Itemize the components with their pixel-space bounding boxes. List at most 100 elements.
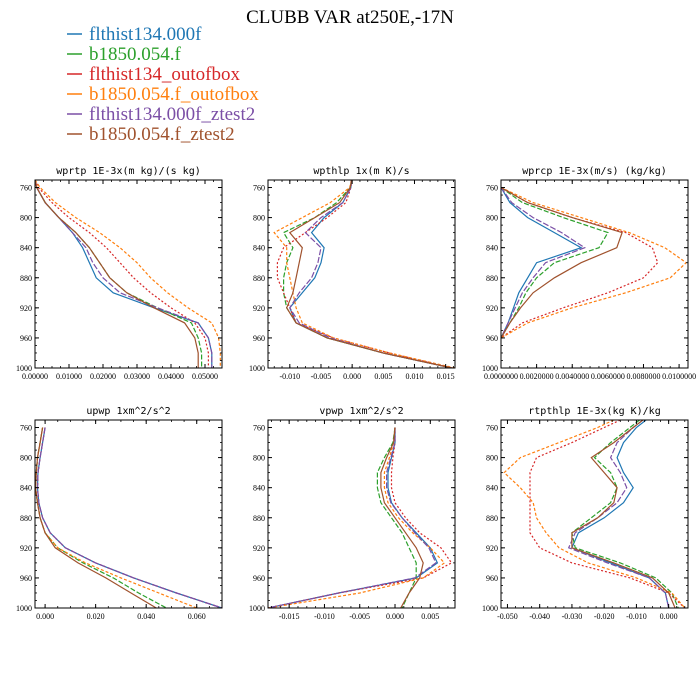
x-tick-label: 0.040 <box>137 612 155 621</box>
x-tick-label: -0.005 <box>349 612 370 621</box>
y-tick-label: 920 <box>253 304 265 313</box>
series-line <box>289 180 453 368</box>
panel-title: wprtp 1E-3x(m kg)/(s kg) <box>56 166 201 177</box>
chart-panel-5: vpwp 1xm^2/s^2 760 800 840 880 920 960 1000 -0.0… <box>249 406 456 621</box>
legend-item: flthist134_outofbox <box>67 64 240 85</box>
series-line <box>380 427 424 608</box>
x-tick-label: 0.0040000 <box>555 372 589 381</box>
x-tick-label: 0.060 <box>188 612 206 621</box>
x-tick-label: 0.010 <box>405 372 423 381</box>
y-tick-label: 920 <box>486 544 498 553</box>
series-group <box>501 186 688 339</box>
x-tick-label: 0.04000 <box>158 372 184 381</box>
legend-item: b1850.054.f_outofbox <box>67 84 259 105</box>
x-tick-label: -0.050 <box>497 612 518 621</box>
series-group <box>35 180 221 368</box>
x-tick-label: -0.010 <box>279 372 300 381</box>
x-tick-label: 0.02000 <box>90 372 116 381</box>
series-line <box>36 427 222 608</box>
x-tick-label: 0.000 <box>386 612 404 621</box>
y-tick-label: 880 <box>20 274 32 283</box>
y-tick-label: 840 <box>253 484 265 493</box>
y-tick-label: 800 <box>20 214 32 223</box>
y-tick-label: 920 <box>253 544 265 553</box>
plot-frame <box>267 419 456 609</box>
y-tick-label: 880 <box>20 514 32 523</box>
x-tick-label: 0.005 <box>374 372 392 381</box>
chart-panel-4: upwp 1xm^2/s^2 760 800 840 880 920 960 1000 0.00… <box>16 406 223 621</box>
legend-label: b1850.054.f_outofbox <box>89 84 259 105</box>
x-tick-label: 0.020 <box>87 612 105 621</box>
series-line <box>501 186 688 339</box>
panel-title: rtpthlp 1E-3x(kg K)/kg <box>528 406 660 417</box>
x-tick-label: -0.015 <box>279 612 300 621</box>
series-line <box>276 180 453 368</box>
series-line <box>501 186 659 339</box>
legend-label: flthist134_outofbox <box>89 64 240 85</box>
series-line <box>268 427 446 608</box>
x-tick-label: 0.0060000 <box>591 372 625 381</box>
y-tick-label: 1000 <box>249 604 265 613</box>
y-tick-label: 840 <box>20 244 32 253</box>
legend-item: b1850.054.f_ztest2 <box>67 124 235 145</box>
series-line <box>35 180 213 368</box>
y-tick-label: 840 <box>486 484 498 493</box>
y-tick-label: 1000 <box>249 364 265 373</box>
y-tick-label: 760 <box>253 424 265 433</box>
series-line <box>35 180 203 368</box>
y-tick-label: 800 <box>20 454 32 463</box>
series-line <box>289 180 453 368</box>
x-tick-label: 0.01000 <box>56 372 82 381</box>
x-tick-label: 0.0020000 <box>520 372 554 381</box>
plot-frame <box>34 419 223 609</box>
series-line <box>35 180 221 368</box>
series-line <box>35 180 209 368</box>
legend-label: flthist134.000f <box>89 24 202 45</box>
series-line <box>35 427 167 608</box>
y-tick-label: 800 <box>253 454 265 463</box>
y-tick-label: 800 <box>253 214 265 223</box>
chart-panel-3: wprcp 1E-3x(m/s) (kg/kg) 760 800 840 880 920 9… <box>482 166 696 381</box>
figure-title: CLUBB VAR at250E,-17N <box>246 7 454 28</box>
panel-title: wprcp 1E-3x(m/s) (kg/kg) <box>522 166 667 177</box>
x-tick-label: -0.030 <box>562 612 583 621</box>
x-tick-label: 0.005 <box>421 612 439 621</box>
y-tick-label: 880 <box>486 274 498 283</box>
x-tick-label: -0.020 <box>594 612 615 621</box>
x-tick-label: 0.000 <box>343 372 361 381</box>
legend-item: b1850.054.f <box>67 44 182 65</box>
x-tick-label: -0.010 <box>314 612 335 621</box>
x-tick-label: 0.00000 <box>22 372 48 381</box>
y-tick-label: 1000 <box>482 364 498 373</box>
series-line <box>282 180 453 368</box>
y-tick-label: 960 <box>253 334 265 343</box>
series-line <box>501 186 623 339</box>
plot-frame <box>267 179 456 369</box>
y-tick-label: 880 <box>486 514 498 523</box>
legend-label: b1850.054.f_ztest2 <box>89 124 235 145</box>
series-line <box>501 187 587 339</box>
chart-panel-2: wpthlp 1x(m K)/s 760 800 840 880 920 960 1000 -0… <box>249 166 456 381</box>
panel-title: vpwp 1xm^2/s^2 <box>319 406 403 417</box>
series-line <box>35 180 213 368</box>
x-tick-label: 0.03000 <box>124 372 150 381</box>
series-line <box>501 187 609 339</box>
x-tick-label: 0.000 <box>36 612 54 621</box>
series-line <box>503 420 686 608</box>
series-line <box>571 420 676 608</box>
series-line <box>501 187 583 339</box>
y-tick-label: 800 <box>486 454 498 463</box>
y-tick-label: 760 <box>20 424 32 433</box>
y-tick-label: 840 <box>20 484 32 493</box>
x-tick-label: 0.0000000 <box>484 372 518 381</box>
y-tick-label: 1000 <box>482 604 498 613</box>
y-tick-label: 920 <box>20 544 32 553</box>
x-tick-label: 0.0100000 <box>662 372 696 381</box>
series-line <box>376 427 417 608</box>
y-tick-label: 1000 <box>16 364 32 373</box>
y-tick-label: 800 <box>486 214 498 223</box>
y-tick-label: 960 <box>486 574 498 583</box>
chart-panel-6: rtpthlp 1E-3x(kg K)/kg 760 800 840 880 920 960… <box>482 406 689 621</box>
series-group <box>268 427 453 608</box>
series-line <box>567 420 670 608</box>
